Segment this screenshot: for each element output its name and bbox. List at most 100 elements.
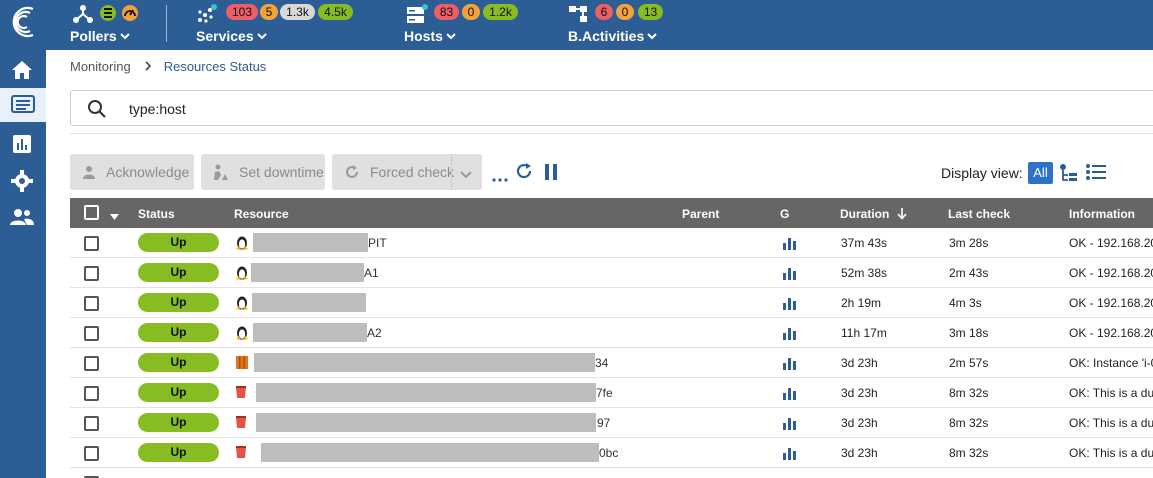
refresh-check-icon <box>344 164 360 180</box>
row-checkbox[interactable] <box>84 476 99 478</box>
top-header: Pollers 103 5 1.3k 4.5k Services 83 0 1.… <box>46 0 1153 50</box>
caret-down-icon[interactable] <box>110 209 119 223</box>
resource-name[interactable]: PIT <box>368 236 387 250</box>
last-check-cell: 3m 18s <box>949 326 989 340</box>
hosts-label[interactable]: Hosts <box>404 27 456 44</box>
aws-bucket-icon <box>236 415 246 431</box>
table-row[interactable]: Up A2 11h 17m 3m 18s OK - 192.168.20 <box>70 318 1153 348</box>
table-row[interactable]: Up 34 3d 23h 2m 57s OK: Instance 'i-0 <box>70 348 1153 378</box>
information-cell: OK: This is a du <box>1069 386 1153 400</box>
divider <box>70 133 1153 134</box>
services-ok-badge[interactable]: 4.5k <box>318 4 353 20</box>
table-row-partial[interactable] <box>70 468 1153 478</box>
more-actions-icon[interactable] <box>492 169 508 187</box>
hosts-unreachable-badge[interactable]: 0 <box>462 4 480 20</box>
information-cell: OK: This is a du <box>1069 416 1153 430</box>
column-parent[interactable]: Parent <box>682 207 720 221</box>
column-status[interactable]: Status <box>138 207 175 221</box>
redacted-resource-name <box>253 233 368 252</box>
business-activities-icon <box>569 6 587 22</box>
linux-icon <box>236 325 248 343</box>
chevron-down-icon <box>647 27 657 43</box>
breadcrumb-current[interactable]: Resources Status <box>163 59 267 74</box>
pollers-menu[interactable]: Pollers <box>46 0 166 50</box>
reporting-icon[interactable] <box>8 130 36 158</box>
row-checkbox[interactable] <box>84 416 99 431</box>
table-row[interactable]: Up A1 52m 38s 2m 43s OK - 192.168.20 <box>70 258 1153 288</box>
centreon-logo[interactable] <box>6 3 40 41</box>
column-information[interactable]: Information <box>1069 207 1135 221</box>
row-checkbox[interactable] <box>84 296 99 311</box>
bactivities-menu[interactable]: 6 0 13 B.Activities <box>568 0 768 50</box>
ba-warning-badge[interactable]: 0 <box>616 4 634 20</box>
column-last-check[interactable]: Last check <box>948 207 1011 221</box>
refresh-icon[interactable] <box>515 162 533 185</box>
column-resource[interactable]: Resource <box>234 207 289 221</box>
list-view-icon[interactable] <box>1086 163 1106 186</box>
table-row[interactable]: Up PIT 37m 43s 3m 28s OK - 192.168.20 <box>70 228 1153 258</box>
row-checkbox[interactable] <box>84 266 99 281</box>
graph-icon[interactable] <box>783 296 797 313</box>
resource-name[interactable]: A1 <box>364 266 379 280</box>
tree-view-icon[interactable] <box>1059 163 1079 188</box>
pause-icon[interactable] <box>545 164 557 185</box>
administration-icon[interactable] <box>8 203 36 231</box>
ba-critical-badge[interactable]: 6 <box>595 4 613 20</box>
table-row[interactable]: Up 2h 19m 4m 3s OK - 192.168.20 <box>70 288 1153 318</box>
hosts-up-badge[interactable]: 1.2k <box>483 4 518 20</box>
services-critical-badge[interactable]: 103 <box>226 4 258 20</box>
services-label[interactable]: Services <box>196 27 267 44</box>
row-checkbox[interactable] <box>84 326 99 341</box>
column-graph[interactable]: G <box>780 207 790 221</box>
sidebar <box>0 0 46 478</box>
graph-icon[interactable] <box>783 236 797 253</box>
ba-ok-badge[interactable]: 13 <box>638 4 663 20</box>
resource-name[interactable]: 7fe <box>596 386 613 400</box>
graph-icon[interactable] <box>783 386 797 403</box>
row-checkbox[interactable] <box>84 446 99 461</box>
resource-name[interactable]: A2 <box>367 326 382 340</box>
information-cell: OK - 192.168.20 <box>1069 296 1153 310</box>
hosts-menu[interactable]: 83 0 1.2k Hosts <box>404 0 564 50</box>
view-all-button[interactable]: All <box>1028 162 1053 184</box>
home-icon[interactable] <box>8 56 36 84</box>
monitoring-icon[interactable] <box>0 88 46 122</box>
resource-name[interactable]: 97 <box>597 416 611 430</box>
table-row[interactable]: Up 0bc 3d 23h 8m 32s OK: This is a du <box>70 438 1153 468</box>
configuration-icon[interactable] <box>8 167 36 195</box>
table-row[interactable]: Up 97 3d 23h 8m 32s OK: This is a du <box>70 408 1153 438</box>
breadcrumb-parent[interactable]: Monitoring <box>70 59 131 74</box>
redacted-resource-name <box>256 383 596 402</box>
graph-icon[interactable] <box>783 326 797 343</box>
row-checkbox[interactable] <box>84 386 99 401</box>
table-row[interactable]: Up 7fe 3d 23h 8m 32s OK: This is a du <box>70 378 1153 408</box>
graph-icon[interactable] <box>783 446 797 463</box>
search-icon <box>87 99 107 124</box>
resource-name[interactable]: 34 <box>595 356 609 370</box>
forced-check-label: Forced check <box>370 164 455 180</box>
set-downtime-button[interactable]: Set downtime <box>201 154 325 190</box>
graph-icon[interactable] <box>783 356 797 373</box>
pollers-label[interactable]: Pollers <box>70 27 130 44</box>
column-duration[interactable]: Duration <box>840 207 907 223</box>
services-menu[interactable]: 103 5 1.3k 4.5k Services <box>196 0 396 50</box>
graph-icon[interactable] <box>783 266 797 283</box>
resource-name[interactable]: 0bc <box>599 446 619 460</box>
row-checkbox[interactable] <box>84 236 99 251</box>
row-checkbox[interactable] <box>84 356 99 371</box>
hosts-down-badge[interactable]: 83 <box>434 4 459 20</box>
display-view-label: Display view: <box>941 165 1023 181</box>
services-unknown-badge[interactable]: 1.3k <box>280 4 315 20</box>
forced-check-button[interactable]: Forced check <box>332 154 482 190</box>
graph-icon[interactable] <box>783 416 797 433</box>
services-warning-badge[interactable]: 5 <box>260 4 278 20</box>
bactivities-label[interactable]: B.Activities <box>568 27 657 44</box>
header-divider <box>166 5 167 42</box>
chevron-down-icon[interactable] <box>460 166 472 182</box>
search-value[interactable]: type:host <box>129 101 186 117</box>
last-check-cell: 2m 43s <box>949 266 989 280</box>
select-all-checkbox[interactable] <box>84 205 99 220</box>
search-input[interactable]: type:host <box>70 90 1153 126</box>
acknowledge-button[interactable]: Acknowledge <box>70 154 194 190</box>
linux-icon <box>236 235 248 253</box>
